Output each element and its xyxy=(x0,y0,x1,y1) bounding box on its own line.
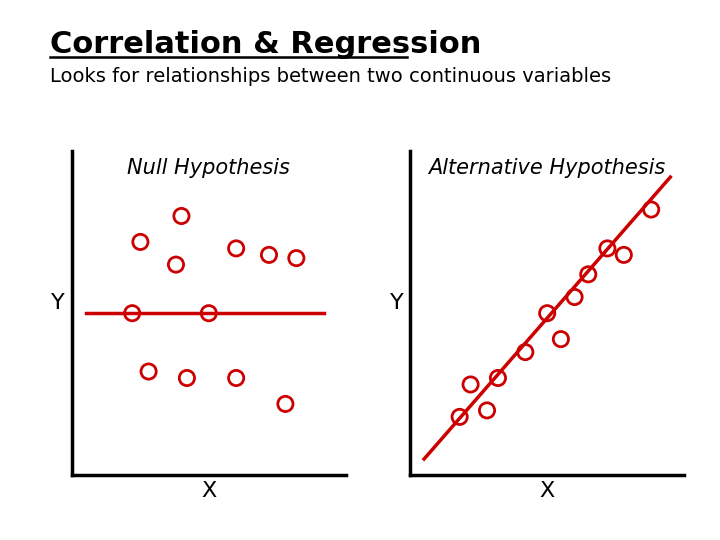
Text: Null Hypothesis: Null Hypothesis xyxy=(127,158,290,178)
Text: Alternative Hypothesis: Alternative Hypothesis xyxy=(428,158,666,178)
Point xyxy=(230,374,242,382)
Point xyxy=(279,400,291,408)
Point xyxy=(176,212,187,220)
Point xyxy=(203,309,215,318)
Point xyxy=(541,309,553,318)
Point xyxy=(181,374,193,382)
X-axis label: X: X xyxy=(201,481,217,501)
Point xyxy=(555,335,567,343)
Point xyxy=(454,413,465,421)
Point xyxy=(618,251,629,259)
Point xyxy=(127,309,138,318)
Point xyxy=(481,406,492,415)
Point xyxy=(569,293,580,301)
Point xyxy=(135,238,146,246)
Point xyxy=(264,251,275,259)
Point xyxy=(645,205,657,214)
Point xyxy=(492,374,504,382)
Y-axis label: Y: Y xyxy=(390,293,403,313)
Text: Correlation & Regression: Correlation & Regression xyxy=(50,30,482,59)
X-axis label: X: X xyxy=(539,481,555,501)
Y-axis label: Y: Y xyxy=(51,293,65,313)
Point xyxy=(520,348,531,356)
Point xyxy=(230,244,242,253)
Point xyxy=(465,380,477,389)
Point xyxy=(291,254,302,262)
Text: Looks for relationships between two continuous variables: Looks for relationships between two cont… xyxy=(50,68,611,86)
Point xyxy=(170,260,181,269)
Point xyxy=(602,244,613,253)
Point xyxy=(582,270,594,279)
Point xyxy=(143,367,154,376)
